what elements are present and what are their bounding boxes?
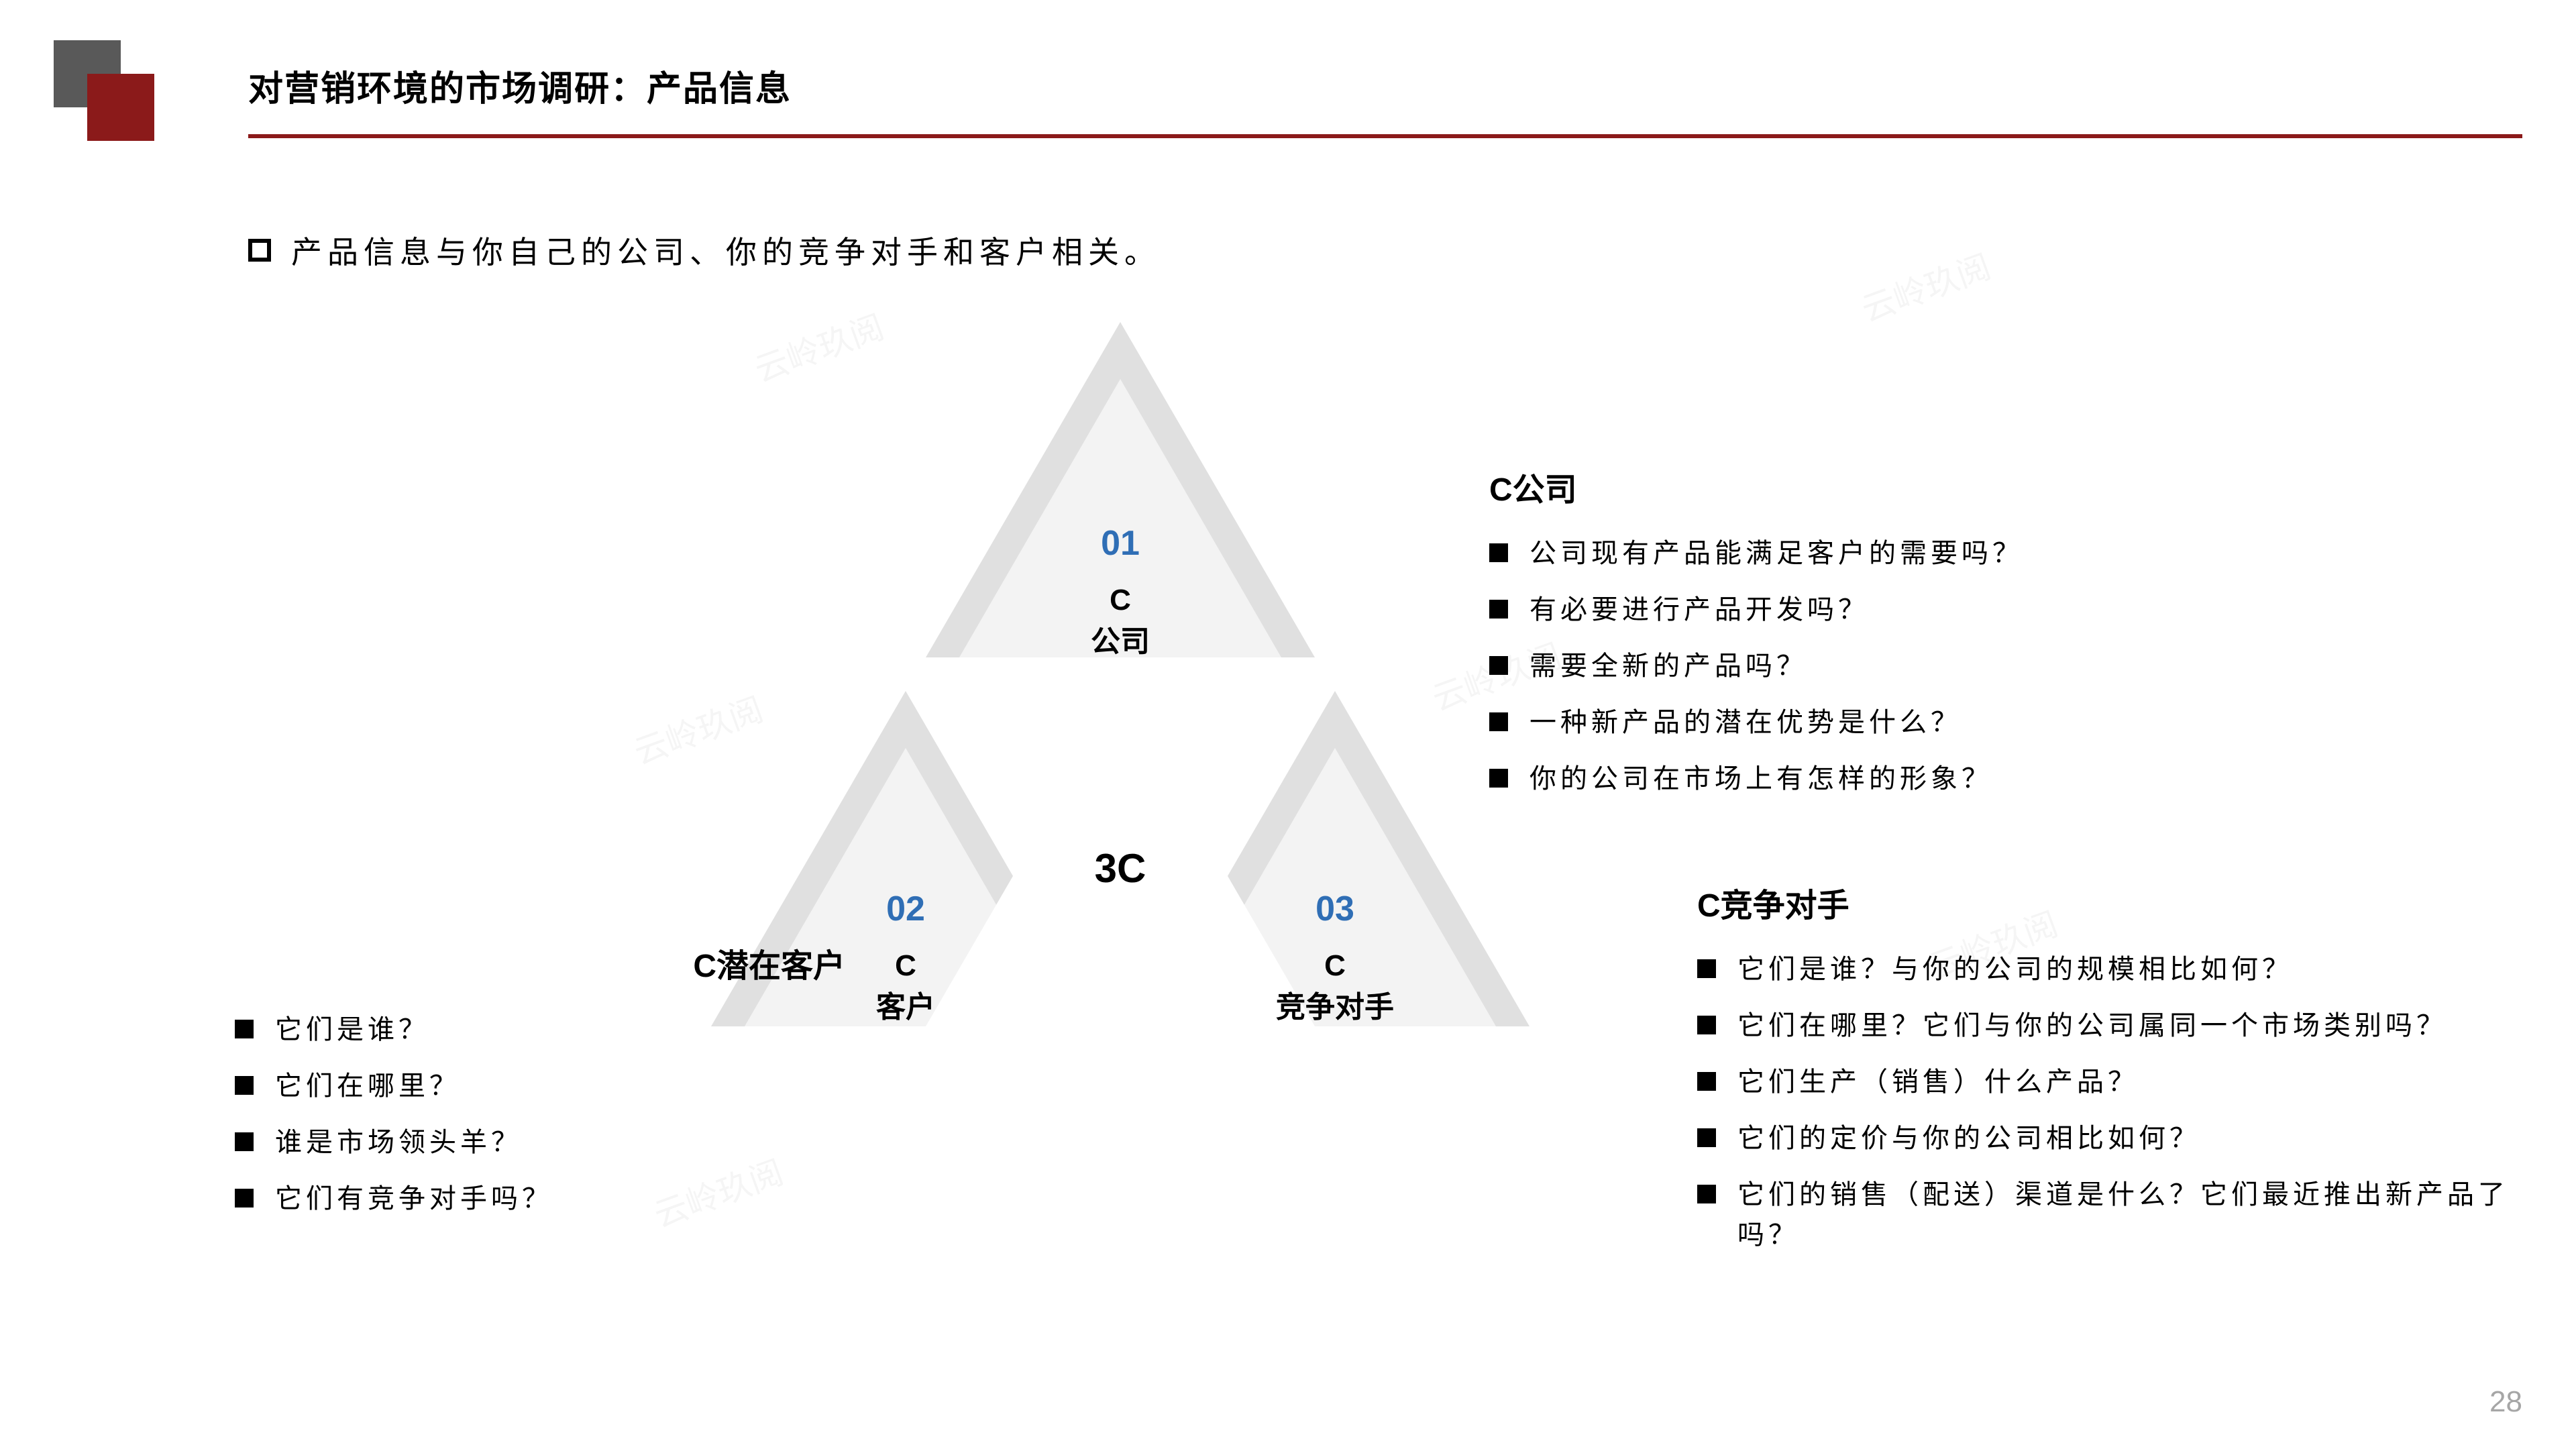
section-customer-title: C潜在客户 <box>376 939 845 986</box>
triangle-diagram: 01 C 公司 02 C 客户 03 C 竞争对手 3C <box>671 315 1570 1174</box>
section-competitor: C竞争对手 它们是谁？与你的公司的规模相比如何？ 它们在哪里？它们与你的公司属同… <box>1697 879 2542 1271</box>
list-item: 它们是谁？与你的公司的规模相比如何？ <box>1697 949 2542 989</box>
intro-bullet-icon <box>248 239 271 262</box>
list-item: 你的公司在市场上有怎样的形象？ <box>1489 759 2496 799</box>
list-item: 有必要进行产品开发吗？ <box>1489 590 2496 630</box>
tri-name-02: 客户 <box>832 983 979 1026</box>
tri-name-03: 竞争对手 <box>1261 983 1409 1026</box>
triangle-right-label: 03 C 竞争对手 <box>1261 889 1409 1026</box>
section-customer-list: 它们是谁？ 它们在哪里？ 谁是市场领头羊？ 它们有竞争对手吗？ <box>235 1010 704 1219</box>
section-company-title: C公司 <box>1489 463 2496 510</box>
list-item: 它们有竞争对手吗？ <box>235 1179 704 1219</box>
section-company: C公司 公司现有产品能满足客户的需要吗？ 有必要进行产品开发吗？ 需要全新的产品… <box>1489 463 2496 815</box>
section-competitor-title: C竞争对手 <box>1697 879 2542 926</box>
section-customer: C潜在客户 它们是谁？ 它们在哪里？ 谁是市场领头羊？ 它们有竞争对手吗？ <box>235 939 704 1235</box>
title-underline <box>248 134 2522 138</box>
tri-name-01: 公司 <box>1046 617 1194 660</box>
section-competitor-list: 它们是谁？与你的公司的规模相比如何？ 它们在哪里？它们与你的公司属同一个市场类别… <box>1697 949 2542 1255</box>
tri-num-03: 03 <box>1261 889 1409 929</box>
list-item: 它们是谁？ <box>235 1010 704 1050</box>
section-company-list: 公司现有产品能满足客户的需要吗？ 有必要进行产品开发吗？ 需要全新的产品吗？ 一… <box>1489 533 2496 799</box>
watermark: 云岭玖阅 <box>1854 240 1997 331</box>
list-item: 它们生产（销售）什么产品？ <box>1697 1062 2542 1102</box>
tri-c-02: C <box>832 949 979 983</box>
tri-c-01: C <box>1046 584 1194 617</box>
list-item: 它们的定价与你的公司相比如何？ <box>1697 1118 2542 1159</box>
intro-line: 产品信息与你自己的公司、你的竞争对手和客户相关。 <box>248 228 1161 272</box>
triangle-left-label: 02 C 客户 <box>832 889 979 1026</box>
list-item: 公司现有产品能满足客户的需要吗？ <box>1489 533 2496 574</box>
list-item: 它们在哪里？ <box>235 1066 704 1106</box>
list-item: 谁是市场领头羊？ <box>235 1122 704 1163</box>
center-3c-label: 3C <box>1046 845 1194 892</box>
list-item: 它们的销售（配送）渠道是什么？它们最近推出新产品了吗？ <box>1697 1175 2542 1255</box>
list-item: 一种新产品的潜在优势是什么？ <box>1489 702 2496 743</box>
tri-num-02: 02 <box>832 889 979 929</box>
tri-num-01: 01 <box>1046 523 1194 564</box>
page-number: 28 <box>2489 1385 2522 1419</box>
tri-c-03: C <box>1261 949 1409 983</box>
list-item: 它们在哪里？它们与你的公司属同一个市场类别吗？ <box>1697 1006 2542 1046</box>
intro-text: 产品信息与你自己的公司、你的竞争对手和客户相关。 <box>291 228 1161 272</box>
square-red <box>87 74 154 141</box>
triangle-top-label: 01 C 公司 <box>1046 523 1194 660</box>
list-item: 需要全新的产品吗？ <box>1489 646 2496 686</box>
page-title: 对营销环境的市场调研：产品信息 <box>248 60 792 111</box>
